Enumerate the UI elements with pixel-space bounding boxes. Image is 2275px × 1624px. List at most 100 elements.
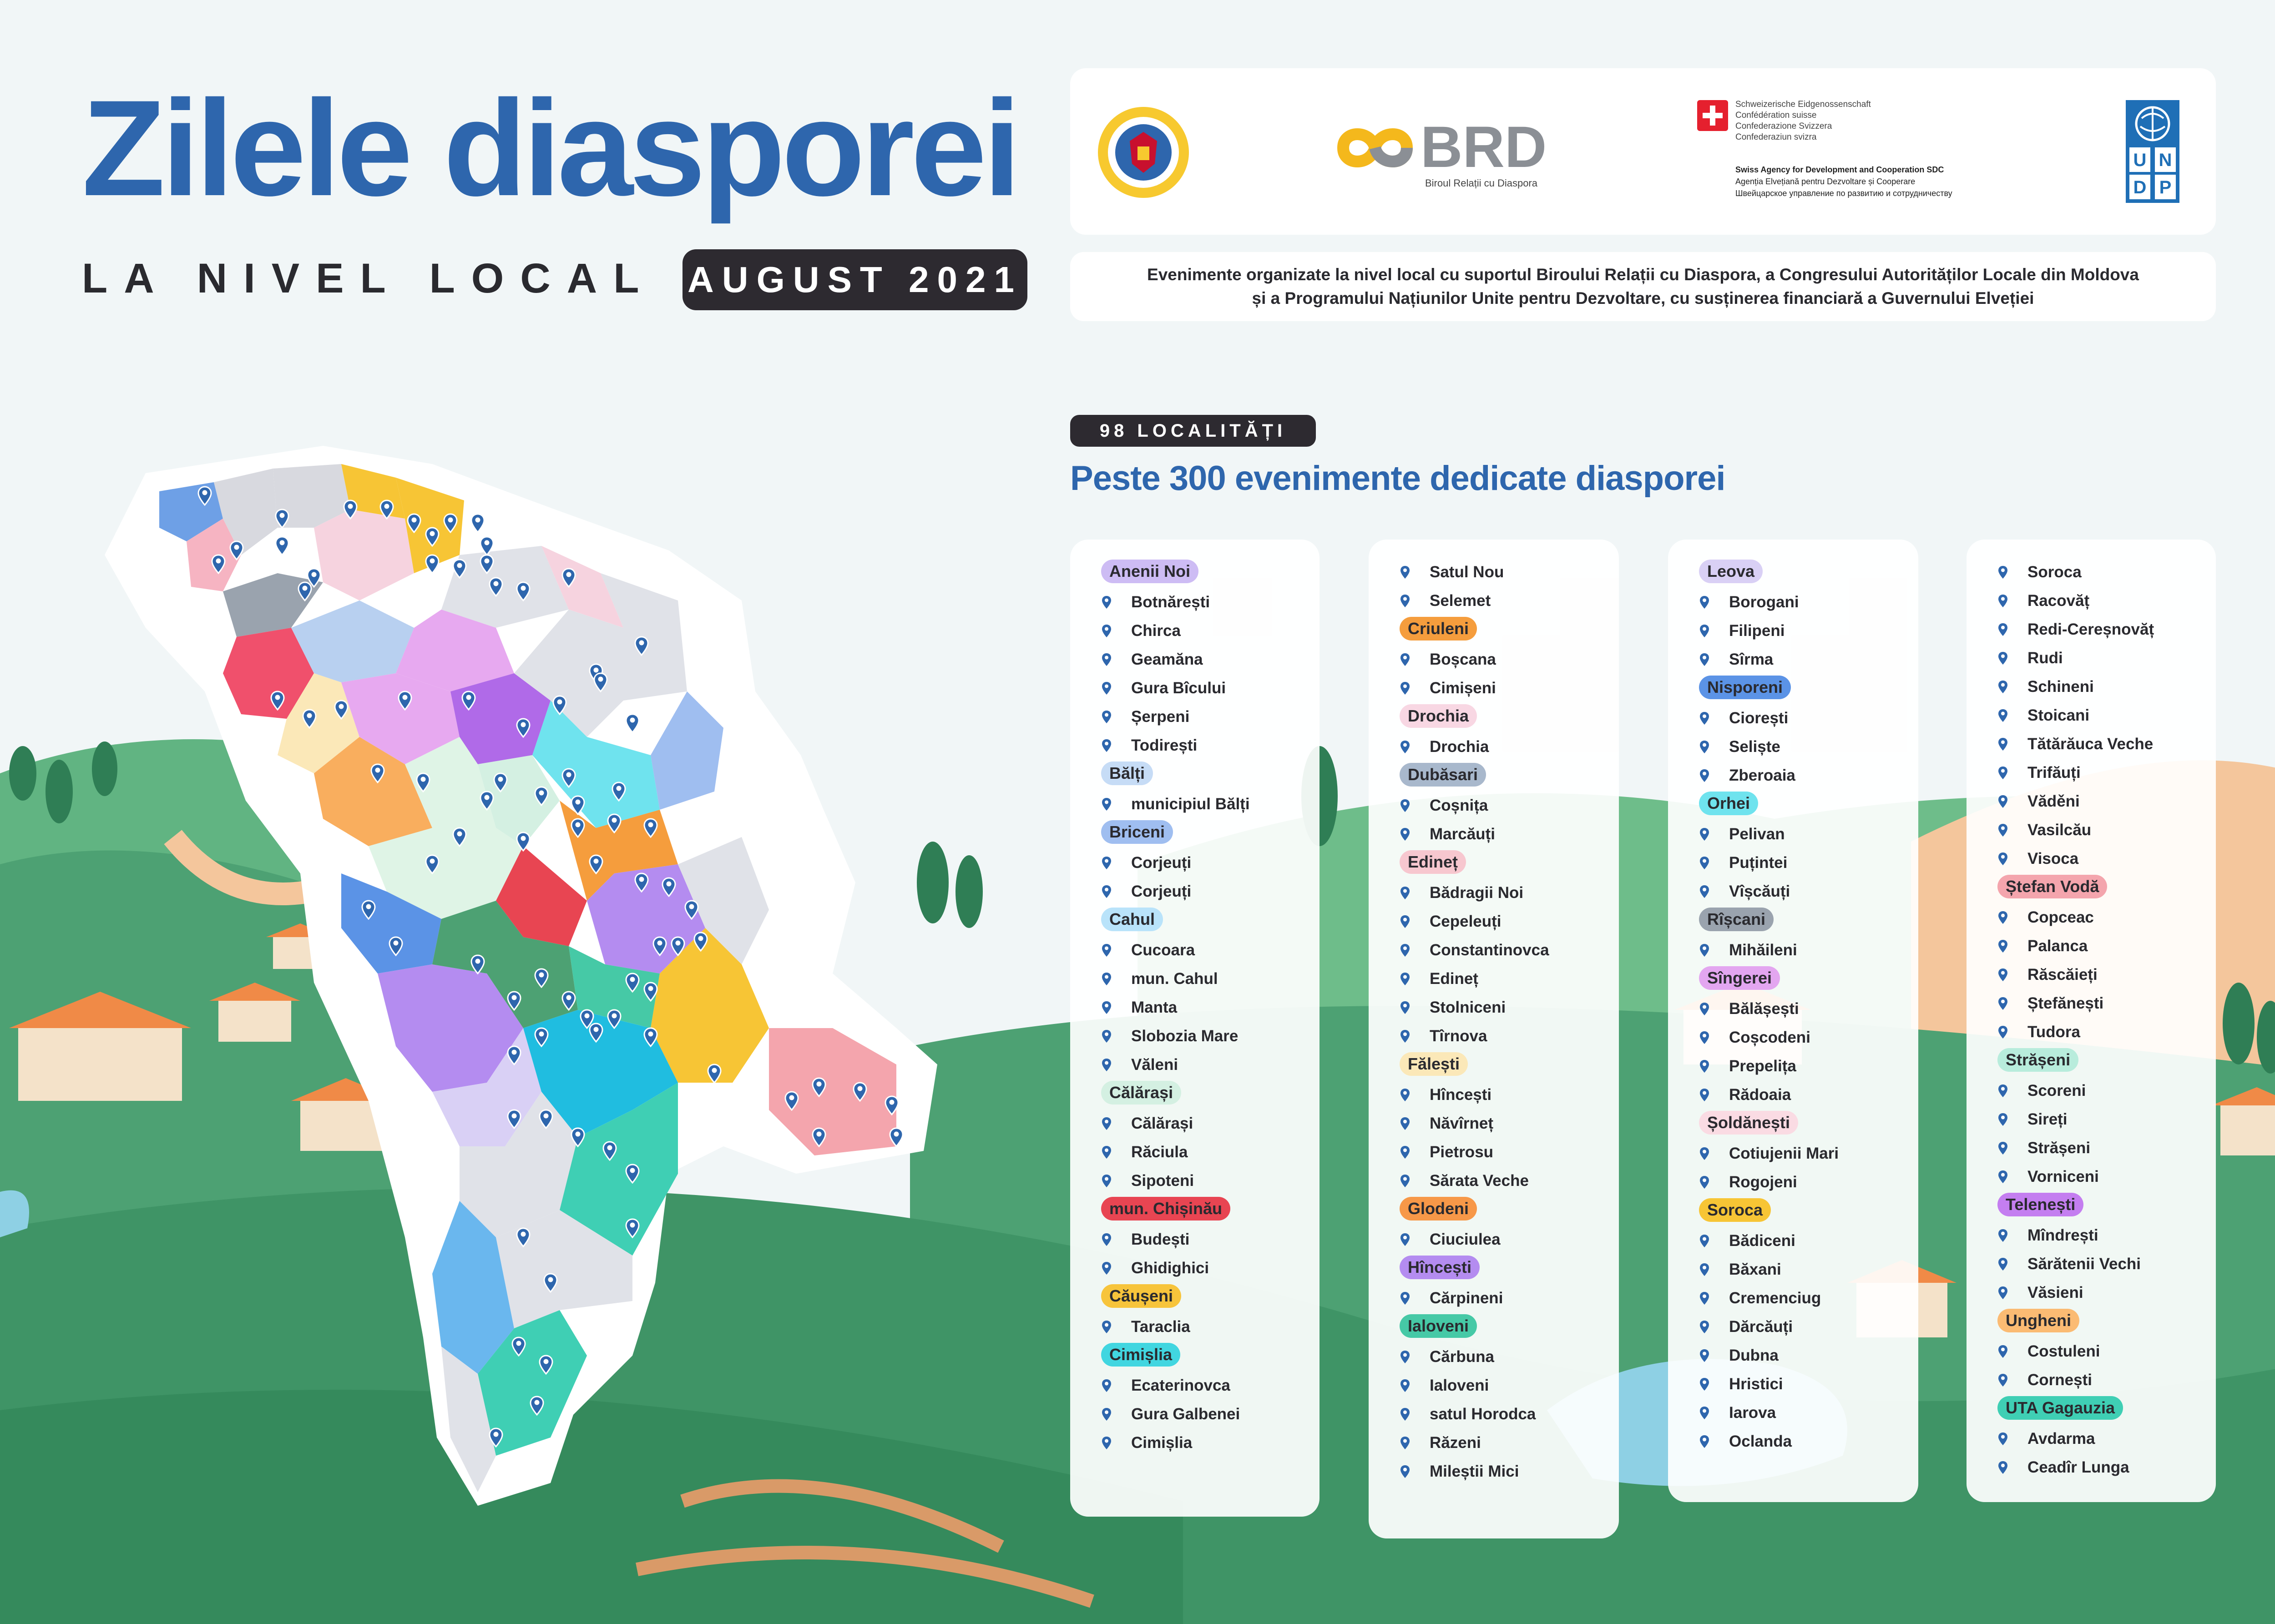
locality-name: Strășeni (2027, 1139, 2091, 1157)
region-label: Cimișlia (1101, 1343, 1181, 1367)
region-label: Șoldănești (1699, 1111, 1799, 1135)
region-label: Glodeni (1400, 1197, 1477, 1221)
locality-item: Geamăna (1102, 645, 1310, 674)
locality-name: Stolniceni (1430, 998, 1506, 1016)
map-pin-icon (1998, 1286, 2007, 1299)
map-pin-icon (561, 768, 576, 788)
locality-item: Văleni (1102, 1050, 1310, 1079)
map-pin-icon (1998, 1432, 2007, 1445)
map-pin-icon (298, 581, 312, 602)
locality-name: Călărași (1131, 1114, 1193, 1132)
locality-item: Zberoaia (1700, 761, 1909, 790)
map-pin-icon (1700, 1234, 1709, 1247)
locality-item: Mihăileni (1700, 936, 1909, 964)
map-pin-icon (480, 554, 494, 575)
locality-name: Năvîrneț (1430, 1114, 1494, 1132)
locality-name: Ciorești (1729, 709, 1789, 727)
map-pin-icon (607, 1009, 622, 1029)
locality-item: Ciorești (1700, 704, 1909, 732)
map-pin-icon (1400, 1233, 1410, 1246)
map-pin-icon (1998, 709, 2007, 722)
map-pin-icon (1998, 680, 2007, 693)
government-seal-logo (1098, 107, 1189, 198)
locality-item: Sîrma (1700, 645, 1909, 674)
locality-name: Satul Nou (1430, 563, 1504, 581)
locality-name: Budești (1131, 1230, 1190, 1248)
map-pin-icon (671, 936, 685, 957)
locality-name: Redi-Cereșnovăț (2027, 620, 2154, 638)
map-pin-icon (643, 818, 658, 838)
locality-item: Ceadîr Lunga (1998, 1453, 2207, 1482)
map-pin-icon (1102, 1407, 1111, 1421)
map-pin-icon (1400, 653, 1410, 666)
locality-item: Iarova (1700, 1398, 1909, 1427)
map-pin-icon (1998, 911, 2007, 924)
locality-item: Rudi (1998, 644, 2207, 672)
locality-name: Vorniceni (2027, 1167, 2099, 1185)
region-label: UTA Gagauzia (1997, 1396, 2123, 1420)
locality-item: Todirești (1102, 731, 1310, 760)
map-pin-icon (370, 763, 385, 784)
locality-item: Seliște (1700, 732, 1909, 761)
locality-item: Avdarma (1998, 1424, 2207, 1453)
map-pin-icon (625, 1218, 640, 1239)
locality-name: Palanca (2027, 937, 2088, 955)
map-pin-icon (1400, 1291, 1410, 1305)
map-pin-icon (634, 873, 649, 893)
locality-name: municipiul Bălți (1131, 795, 1250, 813)
locality-item: Năvîrneț (1400, 1109, 1610, 1138)
map-pin-icon (470, 513, 485, 534)
locality-name: Sîrma (1729, 650, 1774, 668)
map-pin-icon (1102, 1261, 1111, 1275)
map-pin-icon (452, 559, 467, 579)
locality-item: Cucoara (1102, 936, 1310, 964)
locality-name: Bădiceni (1729, 1231, 1795, 1250)
locality-item: Trifăuți (1998, 758, 2207, 787)
locality-item: Pelivan (1700, 820, 1909, 848)
map-pin-icon (1400, 886, 1410, 899)
locality-item: Cornești (1998, 1366, 2207, 1394)
map-pin-icon (1102, 1379, 1111, 1392)
map-pin-icon (885, 1095, 899, 1116)
locality-name: Constantinovca (1430, 941, 1549, 959)
locality-name: Oclanda (1729, 1432, 1792, 1450)
locality-name: Cotiujenii Mari (1729, 1144, 1839, 1162)
map-pin-icon (1998, 852, 2007, 865)
locality-item: Vîșcăuți (1700, 877, 1909, 906)
map-pin-icon (1102, 710, 1111, 723)
locality-item: Răzeni (1400, 1428, 1610, 1457)
region-label: Orhei (1699, 792, 1759, 815)
locality-item: Ghidighici (1102, 1254, 1310, 1282)
page-title: Zilele diasporei (82, 71, 1021, 224)
map-pin-icon (1102, 943, 1111, 957)
locality-name: Puțintei (1729, 853, 1788, 872)
locality-item: Vorniceni (1998, 1162, 2207, 1191)
locality-item: Gura Galbenei (1102, 1400, 1310, 1428)
locality-name: Marcăuți (1430, 825, 1495, 843)
region-label: Ungheni (1997, 1309, 2079, 1332)
locality-item: Ecaterinovca (1102, 1371, 1310, 1400)
map-pin-icon (1998, 1373, 2007, 1387)
locality-item: Slobozia Mare (1102, 1022, 1310, 1050)
map-pin-icon (1700, 595, 1709, 609)
locality-name: satul Horodca (1430, 1405, 1536, 1423)
locality-item: Constantinovca (1400, 936, 1610, 964)
locality-item: Sireți (1998, 1105, 2207, 1134)
map-pin-icon (1400, 1001, 1410, 1014)
locality-name: Ștefănești (2027, 994, 2104, 1012)
undp-logo: U N D P (2126, 100, 2179, 203)
locality-item: Mîndrești (1998, 1221, 2207, 1250)
locality-name: Tîrnova (1430, 1027, 1487, 1045)
map-pin-icon (507, 991, 521, 1011)
svg-text:N: N (2159, 150, 2172, 170)
map-pin-icon (1998, 1345, 2007, 1358)
map-pin-icon (1998, 1170, 2007, 1183)
map-pin-icon (1700, 711, 1709, 725)
map-pin-icon (1700, 1320, 1709, 1333)
locality-item: Cărpineni (1400, 1284, 1610, 1312)
locality-item: Filipeni (1700, 616, 1909, 645)
locality-pins (197, 486, 904, 1448)
organizers-info-text: Evenimente organizate la nivel local cu … (1070, 252, 2216, 321)
locality-name: Zberoaia (1729, 766, 1795, 784)
map-pin-icon (1400, 1029, 1410, 1043)
